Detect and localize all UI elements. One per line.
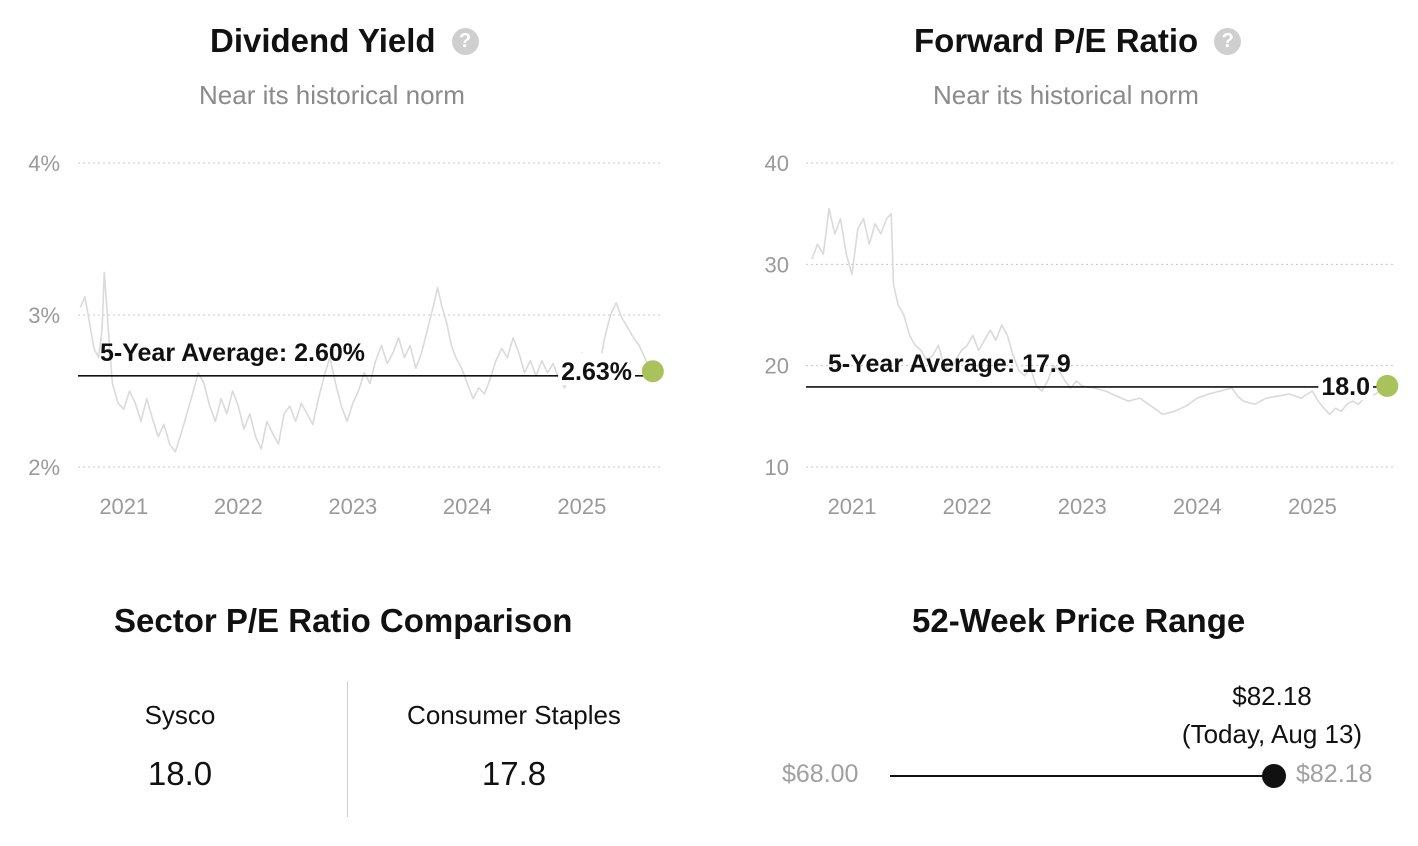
series-line bbox=[79, 271, 652, 453]
current-label-background bbox=[1318, 367, 1373, 400]
x-tick-label: 2022 bbox=[214, 494, 263, 519]
sector-item-consumer-staples-value: 17.8 bbox=[481, 755, 547, 792]
x-tick-label: 2022 bbox=[943, 494, 992, 519]
price-range-track bbox=[890, 775, 1274, 777]
price-range-high-label: $82.18 bbox=[1296, 760, 1373, 788]
forward-pe-chart: 40 30 20 10 2021 2022 2023 2024 2025 5-Year Avera… bbox=[765, 151, 1399, 519]
y-tick-label: 20 bbox=[765, 354, 789, 379]
sector-divider bbox=[347, 681, 348, 817]
dividend-yield-title-text: Dividend Yield bbox=[210, 22, 436, 59]
sector-item-consumer-staples-name: Consumer Staples bbox=[407, 700, 621, 730]
x-tick-label: 2024 bbox=[443, 494, 492, 519]
dividend-yield-chart: 4% 3% 2% 2021 2022 2023 2024 2025 5-Year Average… bbox=[28, 151, 664, 519]
price-range-title: 52-Week Price Range bbox=[912, 602, 1246, 639]
x-tick-label: 2023 bbox=[328, 494, 377, 519]
x-tick-label: 2024 bbox=[1173, 494, 1222, 519]
y-tick-label: 2% bbox=[28, 455, 60, 480]
price-range-current-marker bbox=[1262, 764, 1286, 788]
forward-pe-title: Forward P/E Ratio? bbox=[914, 22, 1242, 60]
forward-pe-title-text: Forward P/E Ratio bbox=[914, 22, 1199, 59]
dividend-yield-subtitle: Near its historical norm bbox=[199, 80, 465, 110]
current-value-label: 18.0 bbox=[1321, 373, 1370, 401]
average-label: 5-Year Average: 2.60% bbox=[100, 339, 365, 367]
x-tick-label: 2025 bbox=[557, 494, 606, 519]
sector-item-sysco-value: 18.0 bbox=[147, 755, 213, 792]
x-tick-label: 2021 bbox=[828, 494, 877, 519]
question-mark-icon[interactable]: ? bbox=[451, 28, 479, 55]
x-tick-label: 2025 bbox=[1288, 494, 1337, 519]
price-range-current-value: $82.18 bbox=[1232, 681, 1312, 711]
x-tick-label: 2023 bbox=[1058, 494, 1107, 519]
y-tick-label: 30 bbox=[765, 252, 789, 277]
y-tick-label: 4% bbox=[28, 151, 60, 176]
price-range-low-label: $68.00 bbox=[782, 760, 859, 788]
x-tick-label: 2021 bbox=[99, 494, 148, 519]
forward-pe-subtitle: Near its historical norm bbox=[933, 80, 1199, 110]
sector-pe-title: Sector P/E Ratio Comparison bbox=[114, 602, 573, 639]
question-mark-icon[interactable]: ? bbox=[1214, 28, 1242, 55]
price-range-current-date: (Today, Aug 13) bbox=[1181, 719, 1363, 749]
dividend-yield-title: Dividend Yield? bbox=[210, 22, 479, 60]
sector-item-sysco-name: Sysco bbox=[144, 700, 216, 730]
current-value-marker bbox=[641, 360, 664, 383]
current-value-label: 2.63% bbox=[561, 358, 632, 386]
y-tick-label: 3% bbox=[28, 303, 60, 328]
series-line bbox=[811, 207, 1388, 416]
y-tick-label: 10 bbox=[765, 455, 789, 480]
y-tick-label: 40 bbox=[765, 151, 789, 176]
current-label-background bbox=[558, 353, 635, 386]
current-value-marker bbox=[1376, 374, 1399, 397]
average-label: 5-Year Average: 17.9 bbox=[828, 350, 1071, 378]
